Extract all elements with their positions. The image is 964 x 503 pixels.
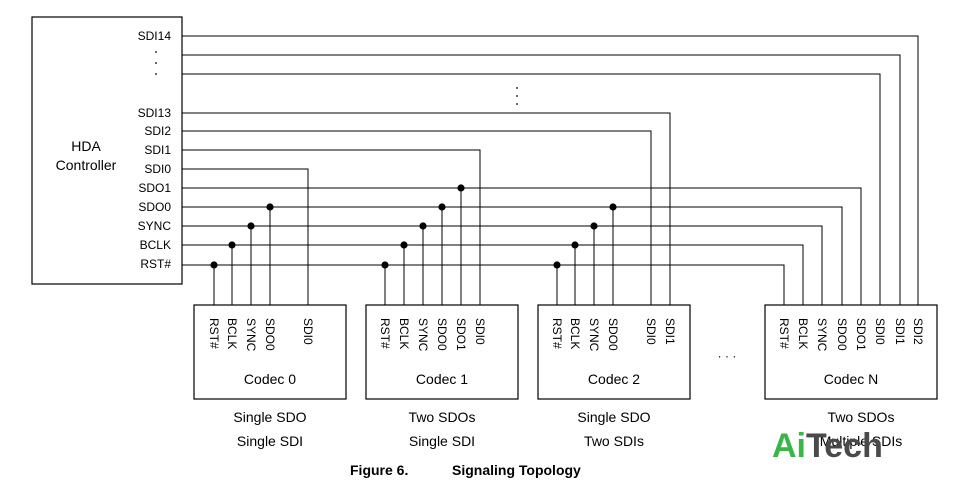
codec-2-pin-sdi1: SDI1 [663, 318, 677, 345]
signal-label-sync: SYNC [138, 219, 172, 233]
junction-dot [419, 222, 427, 230]
codec-n-pin-sdo0: SDO0 [835, 318, 849, 351]
figure-title: Signaling Topology [452, 462, 581, 478]
codec-0: RST# BCLK SYNC SDO0 SDI0 Codec 0 Single … [193, 304, 347, 449]
codec-n-pin-rst: RST# [777, 318, 791, 349]
junction-dot [247, 222, 255, 230]
hda-controller: HDA Controller SDI14 SDI13 SDI2 SDI1 SDI… [31, 16, 183, 285]
junction-dot [553, 261, 561, 269]
signal-label-sdi2: SDI2 [144, 124, 171, 138]
signal-label-sdi0: SDI0 [144, 162, 171, 176]
signal-label-sdo0: SDO0 [138, 200, 171, 214]
bus-wires [182, 35, 919, 305]
junction-dots [210, 184, 617, 269]
codec-1-caption-line2: Single SDI [409, 433, 475, 449]
signal-label-sdi13: SDI13 [138, 106, 172, 120]
watermark-part2: Tech [806, 427, 883, 465]
signal-label-sdi1: SDI1 [144, 143, 171, 157]
signal-label-rst: RST# [140, 257, 171, 271]
codec-2-pin-bclk: BCLK [568, 318, 582, 349]
wire-sdi14 [182, 35, 919, 305]
codec-2: RST# BCLK SYNC SDO0 SDI0 SDI1 Codec 2 Si… [537, 304, 691, 449]
junction-dot [590, 222, 598, 230]
codec-n-box [764, 304, 938, 400]
wire-sdi-n1 [182, 54, 901, 305]
codec-1-pin-sync: SYNC [416, 318, 430, 352]
codec-2-pin-sync: SYNC [587, 318, 601, 352]
codec-1-name: Codec 1 [416, 371, 468, 387]
codec-0-pin-rst: RST# [207, 318, 221, 349]
codec-0-caption-line2: Single SDI [237, 433, 303, 449]
codec-n: RST# BCLK SYNC SDO0 SDO1 SDI0 SDI1 SDI2 … [764, 304, 938, 449]
codec-0-pin-bclk: BCLK [225, 318, 239, 349]
figure-number: Figure 6. [350, 462, 408, 478]
codec-1: RST# BCLK SYNC SDO0 SDO1 SDI0 Codec 1 Tw… [365, 304, 519, 449]
codec-0-caption-line1: Single SDO [233, 409, 306, 425]
codec-1-pin-sdi0: SDI0 [473, 318, 487, 345]
codec-n-pin-sdi1: SDI1 [893, 318, 907, 345]
junction-dot [210, 261, 218, 269]
codec-n-pin-sdi0: SDI0 [873, 318, 887, 345]
codec-1-caption-line1: Two SDOs [409, 409, 476, 425]
wire-sync [182, 225, 823, 305]
codec-2-caption-line1: Single SDO [577, 409, 650, 425]
codec-0-name: Codec 0 [244, 371, 296, 387]
codec-n-caption-line1: Two SDOs [828, 409, 895, 425]
junction-dot [457, 184, 465, 192]
codec-2-caption-line2: Two SDIs [584, 433, 644, 449]
codec-n-pin-sync: SYNC [815, 318, 829, 352]
codec-n-name: Codec N [824, 371, 878, 387]
codec-0-pin-sync: SYNC [244, 318, 258, 352]
signal-label-bclk: BCLK [140, 238, 171, 252]
codec-2-pin-sdo0: SDO0 [606, 318, 620, 351]
signal-label-sdi14: SDI14 [138, 29, 172, 43]
codec-0-pin-sdi0: SDI0 [301, 318, 315, 345]
codec-1-pin-bclk: BCLK [397, 318, 411, 349]
controller-title-line2: Controller [56, 157, 117, 173]
wire-rst [182, 264, 785, 305]
codec-n-pin-sdi2: SDI2 [911, 318, 925, 345]
wire-sdo1 [182, 187, 862, 305]
codec-1-pin-sdo0: SDO0 [435, 318, 449, 351]
junction-dot [381, 261, 389, 269]
codec-2-box [537, 304, 691, 400]
controller-title-line1: HDA [71, 138, 101, 154]
codec-2-pin-rst: RST# [550, 318, 564, 349]
codec-1-box [365, 304, 519, 400]
codec-n-caption-line2: Multiple SDIs [820, 433, 902, 449]
junction-dot [571, 241, 579, 249]
wire-sdi0 [182, 168, 309, 305]
wire-bclk [182, 244, 804, 305]
junction-dot [228, 241, 236, 249]
codec-n-pin-sdo1: SDO1 [854, 318, 868, 351]
codec-2-pin-sdi0: SDI0 [644, 318, 658, 345]
watermark-logo: AiTech [772, 427, 883, 465]
codec-1-pin-sdo1: SDO1 [454, 318, 468, 351]
codec-0-pin-sdo0: SDO0 [263, 318, 277, 351]
codec-n-pin-bclk: BCLK [796, 318, 810, 349]
codec-2-name: Codec 2 [588, 371, 640, 387]
watermark-part1: Ai [772, 427, 806, 465]
codec-1-pin-rst: RST# [378, 318, 392, 349]
wire-sdi2 [182, 130, 652, 305]
codec-ellipsis: · · · [718, 349, 737, 363]
wire-sdi-n0 [182, 73, 881, 305]
wire-sdi1 [182, 149, 481, 305]
codec-0-box [193, 304, 347, 400]
bus-ellipsis-dots [516, 87, 518, 105]
junction-dot [400, 241, 408, 249]
wire-sdo0 [182, 206, 843, 305]
wire-sdi13 [182, 112, 671, 305]
junction-dot [609, 203, 617, 211]
junction-dot [438, 203, 446, 211]
controller-ellipsis-dots [155, 51, 157, 75]
signal-label-sdo1: SDO1 [138, 181, 171, 195]
junction-dot [266, 203, 274, 211]
